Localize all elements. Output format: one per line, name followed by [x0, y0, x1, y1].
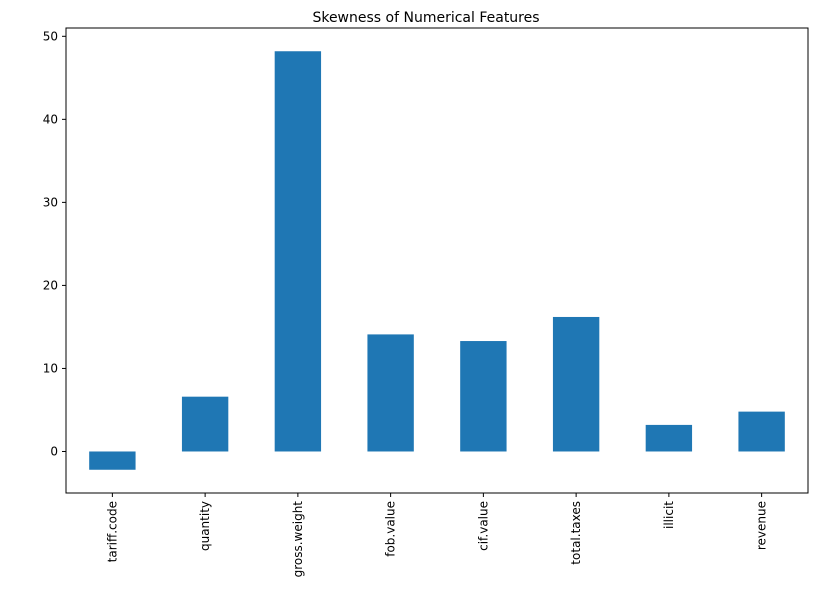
y-tick-label: 30 [43, 195, 58, 209]
plot-frame [65, 27, 809, 494]
x-tick-label: fob.value [384, 501, 398, 557]
bar-gross-weight [274, 51, 322, 452]
x-tick-label: tariff.code [105, 501, 119, 562]
y-tick-label: 20 [43, 278, 58, 292]
bar-illicit [645, 424, 693, 452]
y-tick-label: 40 [43, 112, 58, 126]
x-tick-label: revenue [755, 501, 769, 550]
y-tick-label: 10 [43, 361, 58, 375]
x-axis: tariff.code quantity gross.weight fob.value… [105, 493, 769, 578]
bar-cif-value [460, 341, 507, 452]
x-tick-label: gross.weight [291, 501, 305, 578]
y-axis: 0 10 20 30 40 50 [43, 29, 66, 458]
x-tick-label: quantity [198, 501, 212, 551]
y-tick-label: 0 [50, 444, 58, 458]
x-tick-label: total.taxes [569, 501, 583, 565]
bars-group [89, 51, 785, 470]
bar-total-taxes [552, 316, 600, 452]
bar-fob-value [367, 334, 414, 452]
x-tick-label: cif.value [476, 501, 490, 551]
bar-tariff-code [89, 451, 136, 470]
y-tick-label: 50 [43, 29, 58, 43]
bar-quantity [181, 396, 229, 452]
bar-revenue [738, 411, 785, 452]
x-tick-label: illicit [662, 501, 676, 529]
chart-title: Skewness of Numerical Features [312, 10, 539, 26]
